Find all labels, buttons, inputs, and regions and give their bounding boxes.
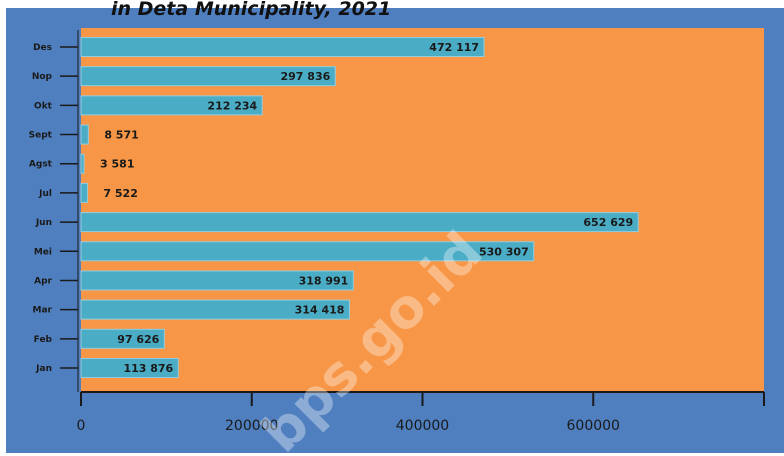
data-label-jan: 113 876 (123, 362, 173, 375)
y-tick-label-nop: Nop (32, 72, 53, 82)
y-tick-label-jun: Jun (35, 218, 52, 228)
y-tick-label-jul: Jul (38, 189, 52, 199)
y-tick-label-okt: Okt (34, 101, 53, 111)
chart-title-fragment: in Deta Municipality, 2021 (111, 0, 392, 20)
bar-jul (80, 182, 88, 203)
y-tick-label-apr: Apr (34, 276, 52, 286)
data-label-agst: 3 581 (100, 158, 134, 171)
y-tick-label-jan: Jan (35, 364, 52, 374)
bar-agst (80, 153, 85, 174)
y-tick-label-mei: Mei (34, 247, 52, 257)
x-tick-label-200000: 200000 (225, 418, 278, 434)
bar-mei (80, 241, 535, 262)
y-tick-label-agst: Agst (29, 160, 53, 170)
data-label-apr: 318 991 (299, 274, 349, 287)
data-label-nop: 297 836 (281, 70, 331, 83)
bar-des (80, 37, 485, 57)
data-label-feb: 97 626 (117, 333, 159, 346)
data-label-jul: 7 522 (103, 187, 137, 200)
data-label-sept: 8 571 (104, 129, 138, 142)
bars: 113 876 97 626 314 418 318 991 530 307 652 62… (80, 37, 639, 378)
y-axis: Jan Feb Mar Apr Mei Jun Jul Agst Sept Okt Nop Des (29, 30, 79, 392)
x-tick-label-400000: 400000 (396, 418, 449, 434)
bar-apr (80, 270, 354, 291)
data-label-okt: 212 234 (207, 99, 257, 112)
x-axis: 0 200000 400000 600000 (77, 391, 765, 434)
y-tick-label-feb: Feb (34, 335, 53, 345)
data-label-jun: 652 629 (583, 216, 633, 229)
data-label-mei: 530 307 (479, 245, 529, 258)
y-tick-label-sept: Sept (29, 131, 53, 141)
y-tick-label-des: Des (33, 43, 52, 53)
x-tick-label-600000: 600000 (567, 418, 620, 434)
bar-sept (80, 124, 89, 145)
bar-nop (80, 66, 336, 87)
data-label-des: 472 117 (429, 41, 479, 54)
x-tick-label-0: 0 (77, 418, 86, 434)
y-tick-label-mar: Mar (33, 306, 53, 316)
plot-area (81, 28, 764, 392)
bar-okt (80, 95, 263, 116)
bar-mar (80, 299, 350, 320)
data-label-mar: 314 418 (295, 304, 345, 317)
bar-jun (80, 212, 639, 233)
bar-feb (80, 328, 165, 349)
bar-jan (80, 358, 179, 378)
